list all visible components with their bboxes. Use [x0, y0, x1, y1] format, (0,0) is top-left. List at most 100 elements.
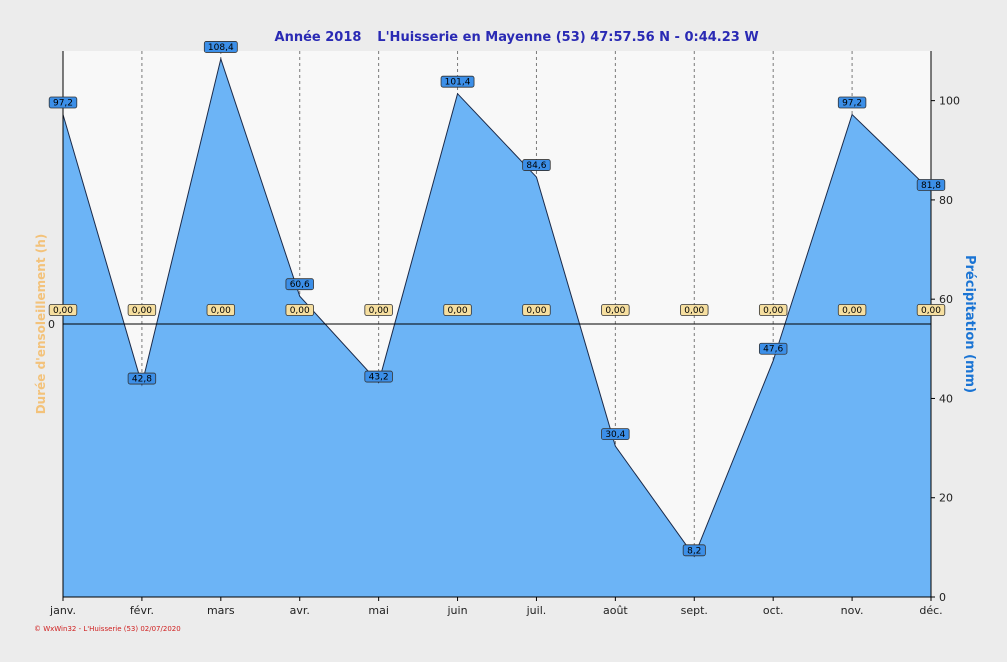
sunshine-data-label-text: 0,00: [290, 306, 310, 316]
sunshine-data-label-box: [364, 304, 393, 316]
x-tick-label: août: [603, 604, 628, 617]
sunshine-data-label-box: [443, 304, 472, 316]
sunshine-data-label-text: 0,00: [526, 306, 546, 316]
precipitation-data-label: 30,4: [601, 428, 630, 441]
x-tick-label: juil.: [526, 604, 547, 617]
precipitation-line: [62, 57, 932, 558]
precipitation-data-label-box: [522, 159, 551, 171]
precipitation-data-label: 42,8: [127, 372, 157, 385]
sunshine-data-label: 0,00: [285, 304, 314, 316]
y-right-tick-label: 100: [939, 95, 960, 108]
precipitation-data-label-text: 97,2: [842, 99, 862, 109]
precipitation-data-label: 81,8: [916, 179, 946, 191]
precipitation-data-label-box: [837, 96, 867, 109]
chart-title-location: L'Huisserie en Mayenne (53) 47:57.56 N -…: [377, 30, 758, 45]
left-axis-title: Durée d'ensoleillement (h): [34, 234, 48, 415]
sunshine-data-label: 0,00: [443, 304, 472, 316]
sunshine-data-label-box: [837, 304, 867, 316]
y-left-tick-label: 0: [48, 318, 55, 331]
sunshine-data-label: 0,00: [522, 304, 551, 316]
label-layer: 0,00 0,00 0,00 0,00 0,00 0,00 0,00 0,00 0,00 0,00…: [48, 41, 946, 557]
precipitation-data-label: 101,4: [440, 75, 475, 88]
sunshine-data-label-text: 0,00: [211, 306, 231, 316]
y-right-tick-label: 60: [939, 293, 953, 306]
y-right-tick-label: 80: [939, 194, 953, 207]
precipitation-data-label: 84,6: [522, 159, 551, 171]
x-tick-label: avr.: [290, 604, 310, 617]
precipitation-data-label-box: [440, 75, 475, 88]
sunshine-data-label-box: [680, 304, 709, 316]
precipitation-data-label-box: [48, 96, 78, 109]
precipitation-data-label-text: 30,4: [605, 430, 625, 440]
sunshine-data-label: 0,00: [127, 304, 157, 316]
sunshine-data-label: 0,00: [758, 304, 788, 316]
sunshine-data-label: 0,00: [601, 304, 630, 316]
sunshine-data-label: 0,00: [364, 304, 393, 316]
x-tick-label: janv.: [49, 604, 76, 617]
precipitation-data-label: 47,6: [758, 342, 788, 355]
precipitation-data-label-text: 8,2: [687, 546, 701, 556]
sunshine-data-label-box: [127, 304, 157, 316]
sunshine-data-label-text: 0,00: [684, 306, 704, 316]
sunshine-data-label-text: 0,00: [369, 306, 389, 316]
sunshine-data-label-box: [206, 304, 236, 316]
y-right-tick-label: 40: [939, 392, 953, 405]
sunshine-data-label-text: 0,00: [921, 306, 941, 316]
precipitation-data-label-text: 84,6: [526, 161, 546, 171]
precipitation-data-label-text: 101,4: [445, 78, 471, 88]
sunshine-data-label: 0,00: [48, 304, 78, 316]
sunshine-data-label-text: 0,00: [842, 306, 862, 316]
precipitation-data-label-text: 47,6: [763, 345, 783, 355]
sunshine-data-label-text: 0,00: [763, 306, 783, 316]
right-axis-title: Précipitation (mm): [962, 255, 977, 393]
precipitation-data-label-text: 97,2: [53, 99, 73, 109]
x-tick-label: déc.: [919, 604, 942, 617]
precipitation-data-label-box: [127, 372, 157, 385]
sunshine-data-label-text: 0,00: [605, 306, 625, 316]
precipitation-data-label-text: 42,8: [132, 375, 152, 385]
precipitation-data-label-box: [203, 41, 238, 53]
sunshine-data-label-text: 0,00: [448, 306, 468, 316]
precipitation-data-label: 108,4: [203, 41, 238, 53]
precipitation-data-label-text: 81,8: [921, 181, 941, 191]
precipitation-area: [63, 58, 931, 597]
x-tick-label: juin: [447, 604, 468, 617]
precipitation-data-label-box: [285, 278, 314, 291]
x-tick-label: sept.: [681, 604, 708, 617]
precipitation-data-label-text: 108,4: [208, 43, 234, 53]
precipitation-data-label-text: 43,2: [369, 373, 389, 383]
precipitation-data-label-box: [916, 179, 946, 191]
precipitation-data-label: 60,6: [285, 278, 314, 291]
y-right-tick-label: 0: [939, 591, 946, 604]
sunshine-data-label: 0,00: [206, 304, 236, 316]
precipitation-data-label-box: [601, 428, 630, 441]
sunshine-data-label-box: [285, 304, 314, 316]
x-tick-label: nov.: [841, 604, 864, 617]
chart-title-year: Année 2018: [275, 30, 362, 45]
sunshine-data-label-box: [601, 304, 630, 316]
precipitation-data-label-box: [364, 370, 393, 383]
sunshine-data-label-box: [758, 304, 788, 316]
axis-layer: 0 20 40 60 80 100 0 janv. févr. mars avr. mai juin ju…: [48, 51, 960, 617]
sunshine-data-label: 0,00: [680, 304, 709, 316]
precipitation-data-label: 97,2: [837, 96, 867, 109]
precipitation-data-label-text: 60,6: [290, 280, 310, 290]
precipitation-data-label: 8,2: [682, 544, 706, 557]
precipitation-data-label-box: [682, 544, 706, 557]
x-tick-label: oct.: [763, 604, 784, 617]
sunshine-data-label-box: [48, 304, 78, 316]
sunshine-data-label-box: [522, 304, 551, 316]
x-tick-label: févr.: [130, 604, 154, 617]
area-layer: [62, 57, 932, 597]
sunshine-data-label: 0,00: [916, 304, 946, 316]
sunshine-data-label: 0,00: [837, 304, 867, 316]
precipitation-data-label: 43,2: [364, 370, 393, 383]
sunshine-data-label-box: [916, 304, 946, 316]
y-right-tick-label: 20: [939, 492, 953, 505]
sunshine-data-label-text: 0,00: [53, 306, 73, 316]
x-tick-label: mars: [207, 604, 235, 617]
footer-credit: © WxWin32 - L'Huisserie (53) 02/07/2020: [34, 625, 181, 633]
precipitation-data-label: 97,2: [48, 96, 78, 109]
